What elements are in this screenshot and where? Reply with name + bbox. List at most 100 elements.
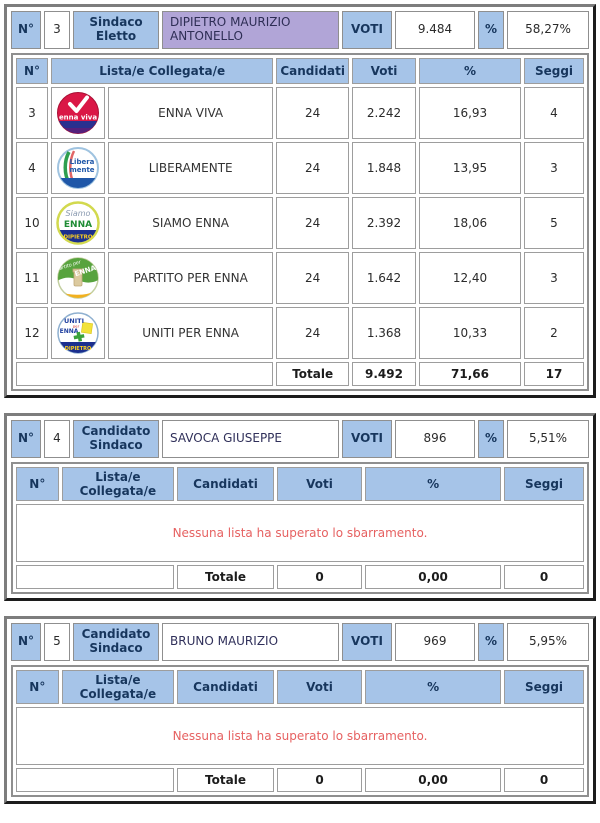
message-row: Nessuna lista ha superato lo sbarramento… <box>16 504 584 562</box>
logo-uniti-per-enna-icon: UNITI per ENNA DIPIETRO <box>57 312 99 354</box>
col-header-seggi: Seggi <box>504 467 584 501</box>
message-row: Nessuna lista ha superato lo sbarramento… <box>16 707 584 765</box>
list-candidati: 24 <box>276 197 349 249</box>
total-empty-cell <box>16 565 175 589</box>
lists-table: N° Lista/e Collegata/e Candidati Voti % … <box>11 53 589 391</box>
logo-partito-per-enna-icon: Partito per ENNA <box>56 257 99 299</box>
candidate-role-label: Candidato Sindaco <box>73 623 159 661</box>
list-percent: 10,33 <box>419 307 521 359</box>
list-seggi: 5 <box>524 197 584 249</box>
svg-text:DIPIETRO: DIPIETRO <box>63 235 92 241</box>
total-row: Totale 0 0,00 0 <box>16 768 584 792</box>
total-percent: 71,66 <box>419 362 521 386</box>
role-line2: Eletto <box>95 29 137 43</box>
num-header-label: N° <box>11 11 41 49</box>
list-seggi: 4 <box>524 87 584 139</box>
candidate-role-label: Sindaco Eletto <box>73 11 159 49</box>
list-logo-cell: UNITI per ENNA DIPIETRO <box>51 307 105 359</box>
list-percent: 13,95 <box>419 142 521 194</box>
candidate-name: SAVOCA GIUSEPPE <box>162 420 339 458</box>
role-line2: Sindaco <box>89 438 143 452</box>
col-header-percent: % <box>419 58 521 84</box>
svg-text:Siamo: Siamo <box>66 209 91 218</box>
result-block-candidato-savoca: N° 4 Candidato Sindaco SAVOCA GIUSEPPE V… <box>4 413 596 601</box>
list-logo-cell: Partito per ENNA <box>51 252 105 304</box>
svg-text:per: per <box>73 324 80 329</box>
list-name: SIAMO ENNA <box>108 197 274 249</box>
svg-text:Libera: Libera <box>70 158 95 166</box>
lists-table: N° Lista/e Collegata/e Candidati Voti % … <box>11 665 589 797</box>
candidate-summary-row: N° 4 Candidato Sindaco SAVOCA GIUSEPPE V… <box>11 420 589 458</box>
list-number: 10 <box>16 197 48 249</box>
result-block-sindaco-eletto: N° 3 Sindaco Eletto DIPIETRO MAURIZIO AN… <box>4 4 596 398</box>
col-header-candidati: Candidati <box>177 467 274 501</box>
list-candidati: 24 <box>276 142 349 194</box>
total-seggi: 17 <box>524 362 584 386</box>
col-header-lista: Lista/e Collegata/e <box>61 670 175 704</box>
col-header-percent: % <box>365 467 502 501</box>
col-header-num: N° <box>16 670 59 704</box>
list-row: 4 Libera mente LIBERAMENTE 24 1.848 13,9… <box>16 142 584 194</box>
total-voti: 0 <box>276 565 363 589</box>
list-voti: 2.392 <box>352 197 416 249</box>
list-number: 12 <box>16 307 48 359</box>
percent-label: % <box>478 420 504 458</box>
percent-value: 5,95% <box>507 623 589 661</box>
role-line1: Candidato <box>81 627 151 642</box>
totale-label: Totale <box>177 565 274 589</box>
percent-label: % <box>478 11 504 49</box>
total-percent: 0,00 <box>365 565 502 589</box>
candidate-number: 4 <box>44 420 70 458</box>
svg-text:ENNA: ENNA <box>64 220 92 230</box>
total-row: Totale 9.492 71,66 17 <box>16 362 584 386</box>
list-percent: 16,93 <box>419 87 521 139</box>
lists-table: N° Lista/e Collegata/e Candidati Voti % … <box>11 462 589 594</box>
candidate-summary-row: N° 3 Sindaco Eletto DIPIETRO MAURIZIO AN… <box>11 11 589 49</box>
list-candidati: 24 <box>276 252 349 304</box>
list-name: UNITI PER ENNA <box>108 307 274 359</box>
list-row: 11 Partito per ENNA PARTITO PER ENNA 24 <box>16 252 584 304</box>
total-seggi: 0 <box>504 768 584 792</box>
list-row: 12 UNITI per ENNA DIPIETRO UNITI PER ENN… <box>16 307 584 359</box>
col-header-voti: Voti <box>276 467 363 501</box>
voti-label: VOTI <box>342 623 392 661</box>
col-header-candidati: Candidati <box>276 58 349 84</box>
total-empty-cell <box>16 362 274 386</box>
candidate-summary-row: N° 5 Candidato Sindaco BRUNO MAURIZIO VO… <box>11 623 589 661</box>
svg-text:enna viva: enna viva <box>59 114 97 122</box>
col-header-candidati: Candidati <box>177 670 274 704</box>
total-percent: 0,00 <box>365 768 502 792</box>
voti-label: VOTI <box>342 11 392 49</box>
list-logo-cell: Libera mente <box>51 142 105 194</box>
col-header-lista: Lista/e Collegata/e <box>51 58 274 84</box>
votes-value: 9.484 <box>395 11 475 49</box>
role-line2: Sindaco <box>89 641 143 655</box>
list-seggi: 3 <box>524 142 584 194</box>
percent-value: 5,51% <box>507 420 589 458</box>
total-seggi: 0 <box>504 565 584 589</box>
svg-text:ENNA: ENNA <box>60 328 79 335</box>
list-voti: 2.242 <box>352 87 416 139</box>
list-row: 10 Siamo ENNA DIPIETRO SIAMO ENNA 24 2.3… <box>16 197 584 249</box>
col-header-percent: % <box>365 670 502 704</box>
voti-label: VOTI <box>342 420 392 458</box>
list-seggi: 2 <box>524 307 584 359</box>
list-percent: 18,06 <box>419 197 521 249</box>
list-seggi: 3 <box>524 252 584 304</box>
lists-header-row: N° Lista/e Collegata/e Candidati Voti % … <box>16 670 584 704</box>
result-block-candidato-bruno: N° 5 Candidato Sindaco BRUNO MAURIZIO VO… <box>4 616 596 804</box>
votes-value: 969 <box>395 623 475 661</box>
col-header-num: N° <box>16 467 59 501</box>
num-header-label: N° <box>11 623 41 661</box>
lists-header-row: N° Lista/e Collegata/e Candidati Voti % … <box>16 58 584 84</box>
list-voti: 1.642 <box>352 252 416 304</box>
list-logo-cell: Siamo ENNA DIPIETRO <box>51 197 105 249</box>
candidate-number: 3 <box>44 11 70 49</box>
list-logo-cell: enna viva <box>51 87 105 139</box>
list-name: ENNA VIVA <box>108 87 274 139</box>
col-header-voti: Voti <box>276 670 363 704</box>
list-voti: 1.368 <box>352 307 416 359</box>
list-candidati: 24 <box>276 307 349 359</box>
svg-text:UNITI: UNITI <box>64 317 84 325</box>
percent-label: % <box>478 623 504 661</box>
